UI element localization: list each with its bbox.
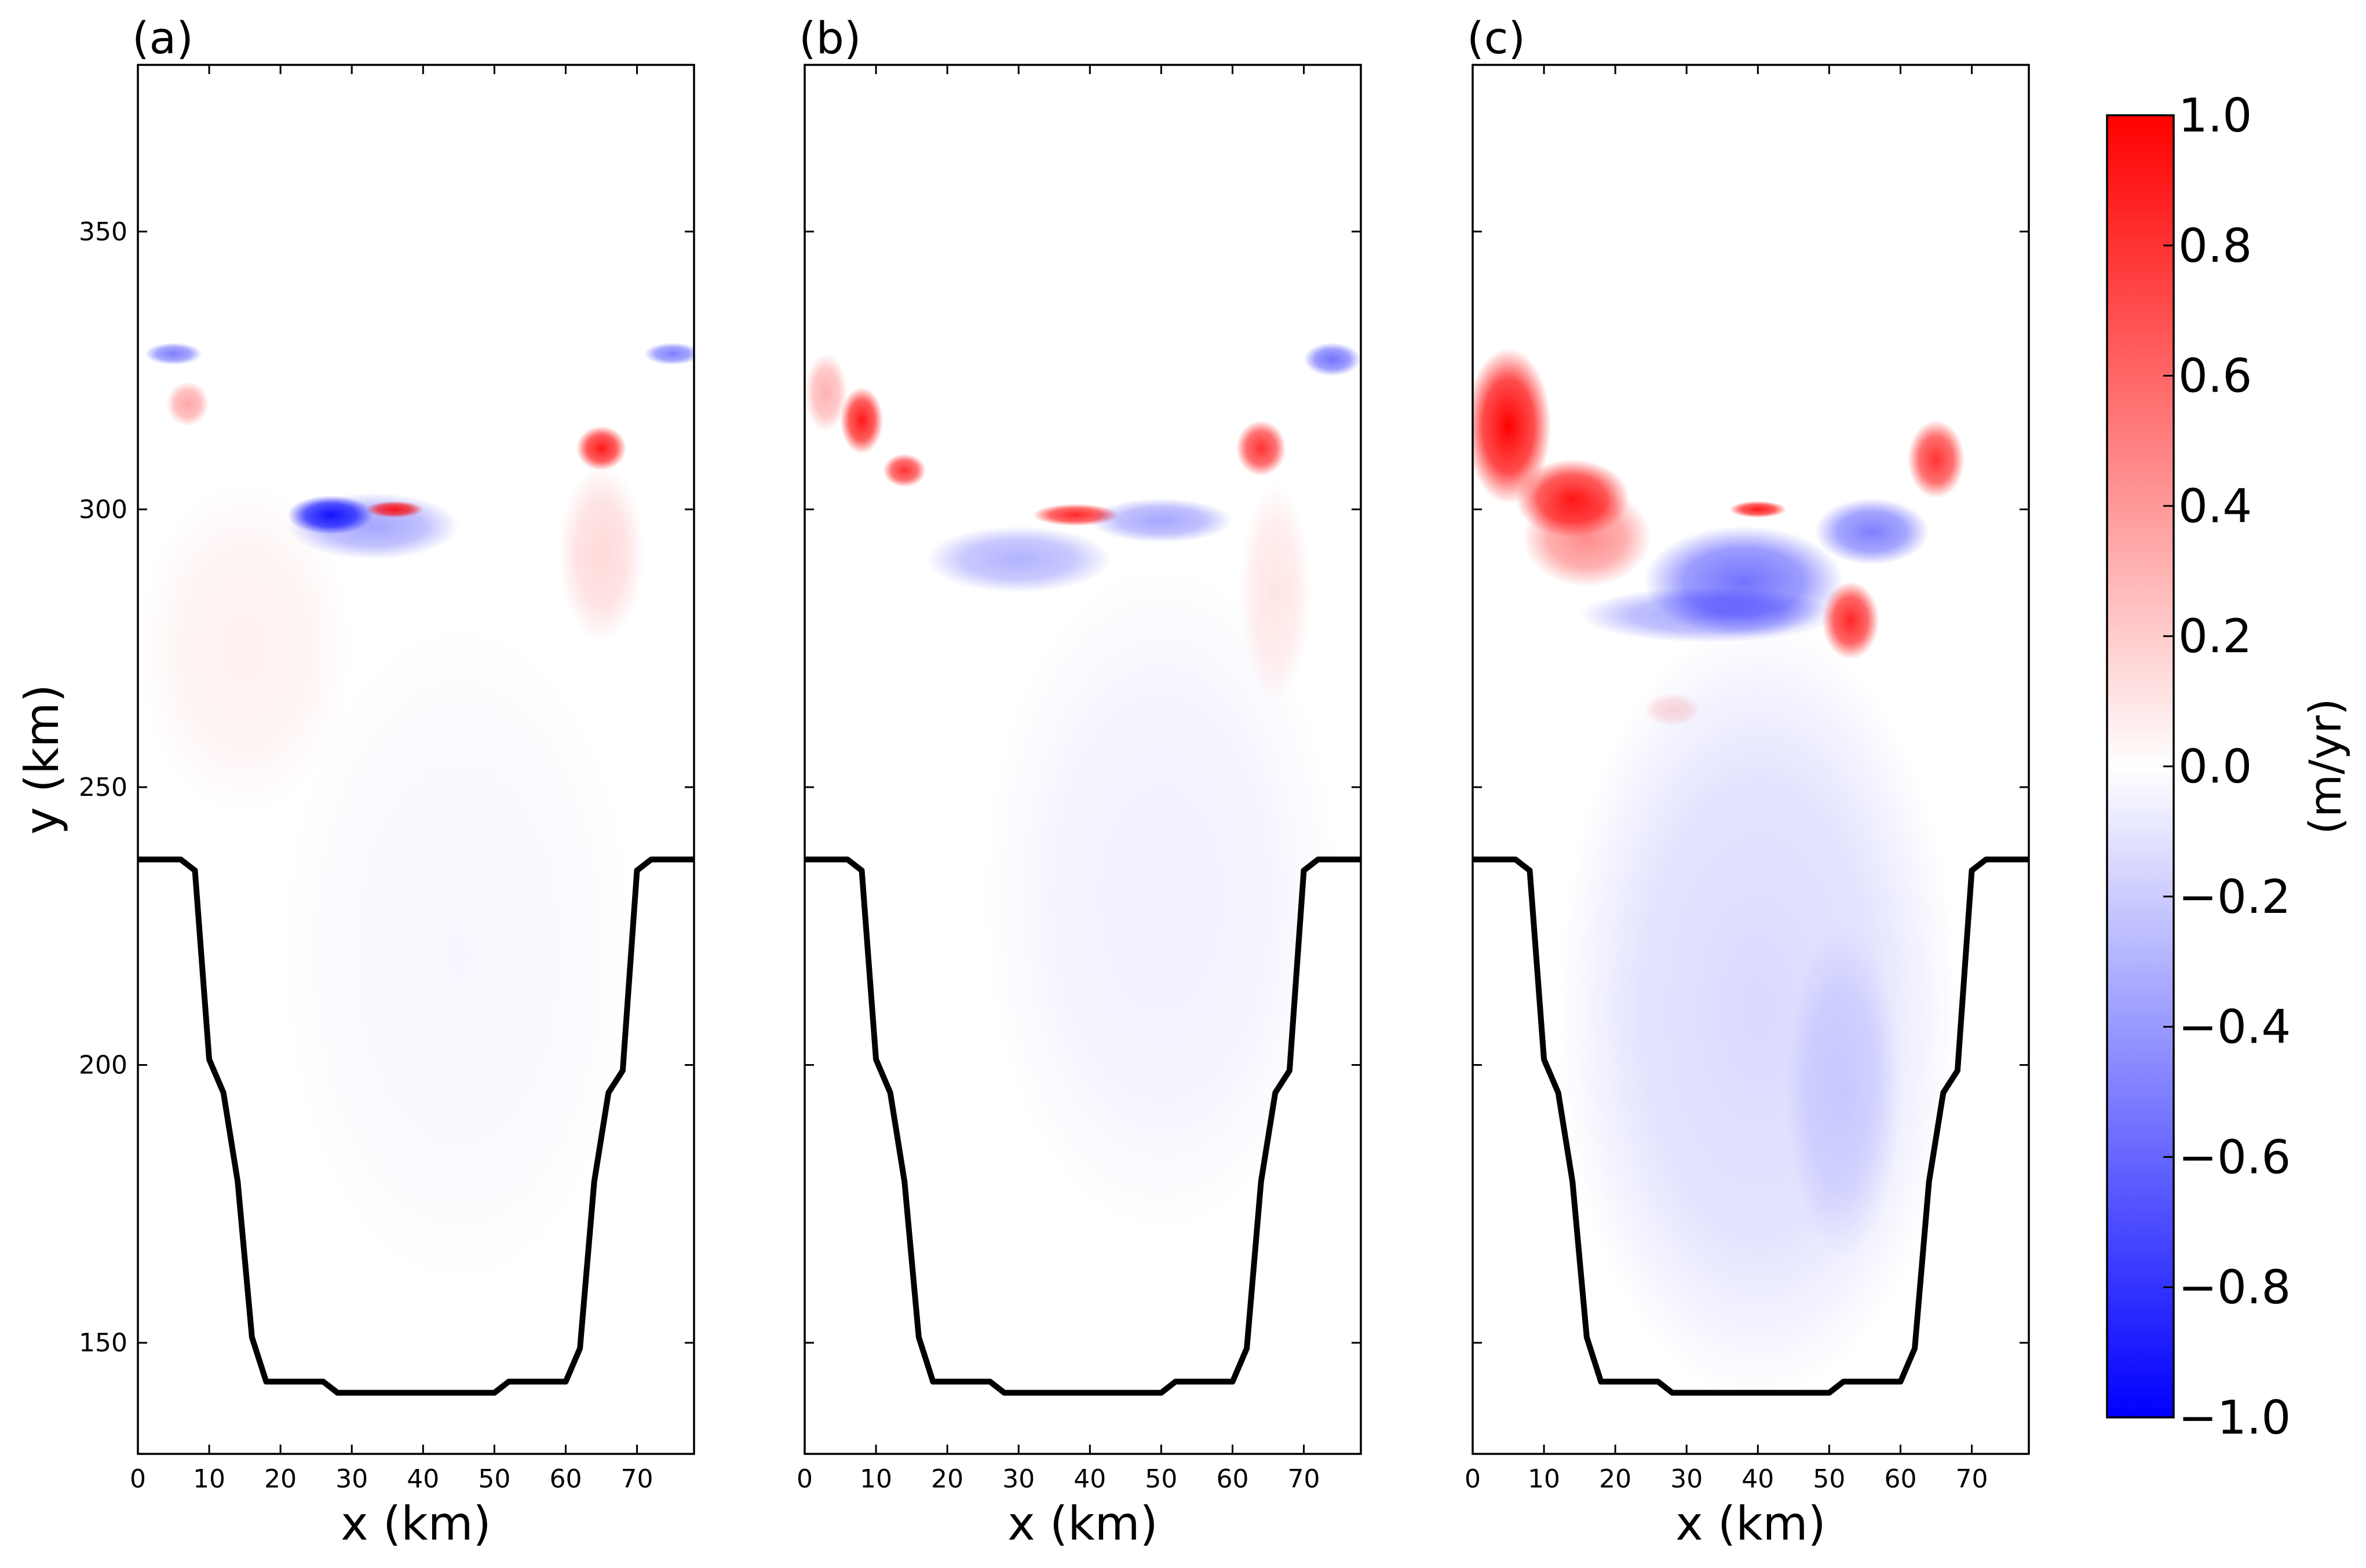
x-tick-label-b-60: 60 xyxy=(1216,1464,1248,1494)
colorbar-tick-label-10: 1.0 xyxy=(2178,89,2252,142)
x-tick-label-c-0: 0 xyxy=(1465,1464,1481,1494)
colorbar-tick-label-6: 0.2 xyxy=(2178,609,2252,663)
field-feature-b-7 xyxy=(1304,342,1361,377)
x-tick-label-b-40: 40 xyxy=(1074,1464,1106,1494)
field-feature-a-7 xyxy=(366,500,423,518)
colorbar-label: (m/yr) xyxy=(2299,698,2351,834)
x-tick-label-a-30: 30 xyxy=(335,1464,368,1494)
colorbar-tick-label-7: 0.4 xyxy=(2178,479,2252,533)
panel-a: 0 10 20 30 40 50 60 70 150 200 250 300 350 x (km) (a) y… xyxy=(15,12,695,1551)
colorbar-tick-label-4: −0.2 xyxy=(2178,870,2291,924)
x-tick-label-a-50: 50 xyxy=(478,1464,510,1494)
boundary-line-b xyxy=(805,856,1361,1396)
x-tick-label-c-40: 40 xyxy=(1741,1464,1774,1494)
colorbar-gradient xyxy=(2106,114,2175,1419)
y-tick-label-250: 250 xyxy=(79,773,127,802)
x-tick-label-c-70: 70 xyxy=(1956,1464,1988,1494)
field-feature-a-6 xyxy=(644,342,694,365)
x-tick-label-b-30: 30 xyxy=(1002,1464,1035,1494)
colorbar: −1.0 −0.8 −0.6 −0.4 −0.2 0.0 0.2 0.4 0.6 0.8 1.0 (m… xyxy=(2106,89,2351,1445)
field-feature-c-0 xyxy=(1473,348,1551,504)
field-feature-a-5 xyxy=(145,342,202,365)
x-tick-label-a-20: 20 xyxy=(264,1464,297,1494)
x-axis-label-b: x (km) xyxy=(1007,1497,1158,1551)
field-feature-a-2 xyxy=(576,426,627,471)
field-feature-c-2 xyxy=(1522,487,1651,587)
colorbar-tick-label-8: 0.6 xyxy=(2178,349,2252,403)
field-a xyxy=(138,342,694,1287)
panel-c: 0 10 20 30 40 50 60 70 x (km) (c) xyxy=(1465,12,2030,1551)
field-feature-a-9 xyxy=(280,620,637,1287)
field-feature-b-9 xyxy=(983,565,1340,1232)
x-tick-label-c-10: 10 xyxy=(1528,1464,1560,1494)
field-feature-c-8 xyxy=(1814,498,1929,565)
field-c xyxy=(1473,348,1965,1393)
x-tick-label-a-10: 10 xyxy=(193,1464,225,1494)
y-axis-label: y (km) xyxy=(15,684,69,834)
boundary-line-a xyxy=(138,856,694,1396)
y-tick-label-150: 150 xyxy=(79,1328,127,1358)
x-tick-label-b-10: 10 xyxy=(860,1464,892,1494)
y-tick-label-200: 200 xyxy=(79,1051,127,1080)
field-feature-b-5 xyxy=(926,526,1112,593)
axes-frame-c xyxy=(1472,64,2030,1455)
x-tick-label-b-50: 50 xyxy=(1145,1464,1177,1494)
colorbar-tick-label-9: 0.8 xyxy=(2178,219,2252,273)
colorbar-tick-label-1: −0.8 xyxy=(2178,1260,2291,1314)
x-tick-label-c-30: 30 xyxy=(1670,1464,1703,1494)
x-tick-label-a-0: 0 xyxy=(130,1464,146,1494)
field-feature-b-0 xyxy=(840,387,883,454)
field-feature-c-11 xyxy=(1786,926,1901,1260)
x-tick-label-c-60: 60 xyxy=(1884,1464,1916,1494)
panel-label-b: (b) xyxy=(799,12,861,64)
field-b xyxy=(805,342,1361,1232)
colorbar-tick-label-2: −0.6 xyxy=(2178,1130,2291,1184)
colorbar-tick-label-3: −0.4 xyxy=(2178,1000,2291,1054)
x-axis-label-a: x (km) xyxy=(341,1497,491,1551)
field-feature-a-3 xyxy=(558,465,644,643)
y-tick-label-300: 300 xyxy=(79,495,127,524)
x-axis-label-c: x (km) xyxy=(1675,1497,1825,1551)
panel-label-c: (c) xyxy=(1467,12,1525,64)
field-feature-a-8 xyxy=(138,481,352,815)
field-feature-b-1 xyxy=(883,454,926,487)
boundary-line-c xyxy=(1473,856,2029,1396)
panel-b: 0 10 20 30 40 50 60 70 x (km) (b) xyxy=(797,12,1362,1551)
field-feature-b-3 xyxy=(1236,420,1286,476)
colorbar-tick-label-5: 0.0 xyxy=(2178,740,2252,794)
x-tick-label-a-40: 40 xyxy=(407,1464,439,1494)
axes-frame-a xyxy=(137,64,695,1455)
x-tick-label-b-20: 20 xyxy=(931,1464,963,1494)
panel-label-a: (a) xyxy=(132,12,193,64)
field-feature-b-2 xyxy=(805,353,848,432)
x-tick-label-b-0: 0 xyxy=(797,1464,813,1494)
x-tick-label-a-60: 60 xyxy=(549,1464,582,1494)
x-tick-label-b-70: 70 xyxy=(1288,1464,1320,1494)
y-tick-label-350: 350 xyxy=(79,217,127,247)
axes-frame-b xyxy=(804,64,1362,1455)
field-feature-a-4 xyxy=(166,381,210,426)
x-tick-label-c-50: 50 xyxy=(1813,1464,1845,1494)
x-tick-label-a-70: 70 xyxy=(621,1464,653,1494)
colorbar-tick-label-0: −1.0 xyxy=(2178,1391,2291,1445)
field-feature-c-4 xyxy=(1907,420,1965,499)
x-tick-label-c-20: 20 xyxy=(1599,1464,1631,1494)
field-feature-c-10 xyxy=(1558,620,1958,1393)
field-feature-b-6 xyxy=(1090,498,1233,543)
field-feature-c-5 xyxy=(1729,500,1787,518)
